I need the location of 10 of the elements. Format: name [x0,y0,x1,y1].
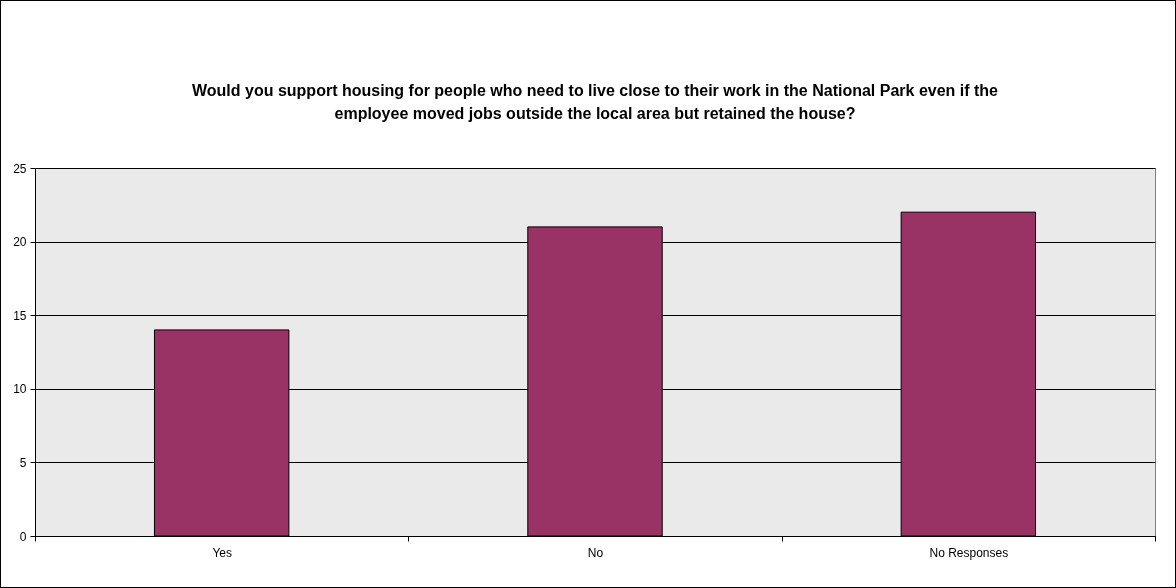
y-tick-label: 20 [13,235,27,250]
x-tick-label: No Responses [929,545,1009,560]
chart-title: Would you support housing for people who need to live close to their work in the National Park even if the employee moved jobs outside the local area but retained the house? [191,82,999,122]
y-tick-label: 0 [19,529,27,544]
y-tick-label: 10 [13,382,27,397]
x-tick-label: Yes [212,545,232,560]
y-tick-label: 5 [19,455,27,470]
y-tick-label: 25 [13,161,27,176]
y-tick-label: 15 [13,308,27,323]
x-tick-label: No [587,545,604,560]
